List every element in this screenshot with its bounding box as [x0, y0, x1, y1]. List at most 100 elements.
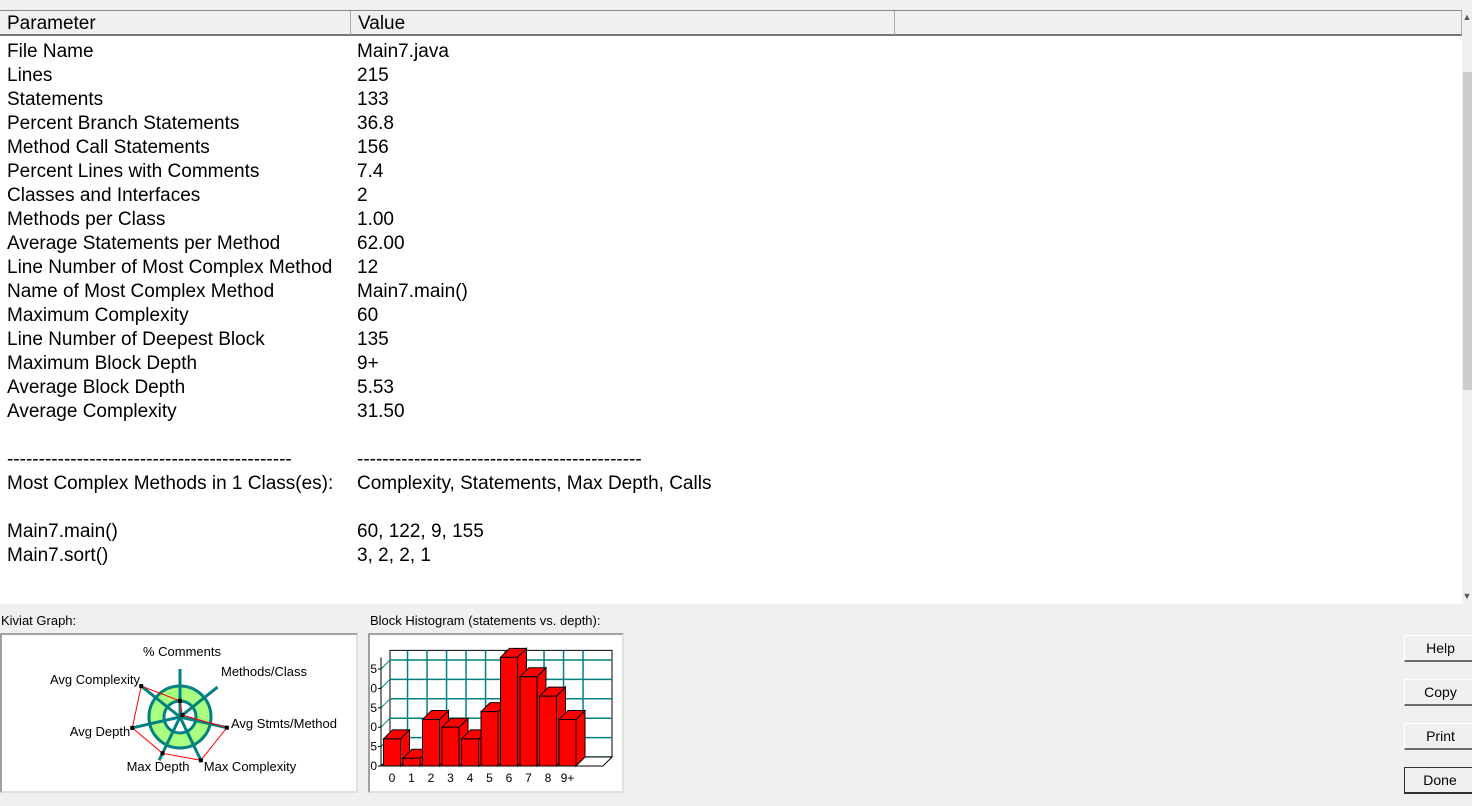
histogram-xtick-label: 2 — [428, 771, 435, 785]
histogram-xtick-label: 5 — [486, 771, 493, 785]
parameter-cell: ----------------------------------------… — [7, 449, 292, 470]
kiviat-point — [198, 758, 203, 763]
parameter-cell: Methods per Class — [7, 209, 166, 230]
column-header-parameter[interactable]: Parameter — [0, 11, 351, 36]
kiviat-label: Kiviat Graph: — [1, 613, 77, 628]
value-cell: 135 — [357, 329, 389, 350]
vertical-scrollbar[interactable]: ▲ ▼ — [1462, 10, 1472, 603]
histogram-ytick-label: 20 — [370, 681, 377, 695]
histogram-xtick-label: 0 — [389, 771, 396, 785]
parameter-cell: Main7.main() — [7, 521, 118, 542]
histogram-ytick-label: 10 — [370, 720, 377, 734]
kiviat-point — [224, 725, 229, 730]
histogram-panel: 05101520250123456789+ — [368, 633, 624, 793]
kiviat-axis-label: Avg Stmts/Method — [231, 716, 337, 731]
parameter-cell: Average Complexity — [7, 401, 177, 422]
metrics-list[interactable]: Parameter Value File Name Main7.java Lines… — [0, 10, 1462, 604]
value-cell: 1.00 — [357, 209, 394, 230]
parameter-cell: Average Block Depth — [7, 377, 186, 398]
block-histogram: 05101520250123456789+ — [370, 647, 614, 785]
parameter-cell: Line Number of Deepest Block — [7, 329, 265, 350]
column-header-value[interactable]: Value — [351, 11, 895, 36]
value-cell: 7.4 — [357, 161, 384, 182]
kiviat-axis-label: % Comments — [143, 644, 222, 659]
parameter-cell: Most Complex Methods in 1 Class(es): — [7, 473, 334, 494]
histogram-bar — [480, 711, 499, 767]
parameter-cell: Average Statements per Method — [7, 233, 281, 254]
value-cell: 36.8 — [357, 113, 394, 134]
histogram-bar — [539, 695, 557, 767]
kiviat-spoke — [179, 685, 219, 719]
kiviat-spoke — [132, 715, 181, 730]
kiviat-spoke — [178, 716, 203, 761]
value-cell: 3, 2, 2, 1 — [357, 545, 431, 566]
kiviat-point — [130, 725, 135, 730]
done-button[interactable]: Done — [1404, 767, 1472, 794]
parameter-cell: Lines — [7, 65, 53, 86]
histogram-xtick-label: 3 — [447, 771, 454, 785]
histogram-bar — [383, 738, 401, 767]
parameter-cell: Classes and Interfaces — [7, 185, 201, 206]
kiviat-point — [180, 713, 185, 718]
histogram-gridline-side — [380, 717, 391, 728]
value-cell: 2 — [357, 185, 368, 206]
histogram-xtick-label: 6 — [506, 771, 513, 785]
value-cell: 60 — [357, 305, 379, 326]
histogram-bar — [441, 726, 460, 767]
histogram-gridline-side — [380, 679, 391, 689]
value-cell: 62.00 — [357, 233, 405, 254]
kiviat-axis-label: Max Complexity — [204, 759, 297, 774]
value-cell: 5.53 — [357, 377, 394, 398]
value-cell: 215 — [357, 65, 389, 86]
parameter-cell: Line Number of Most Complex Method — [7, 257, 333, 278]
kiviat-spoke — [141, 685, 181, 719]
copy-button[interactable]: Copy — [1404, 679, 1472, 706]
parameter-cell: Name of Most Complex Method — [7, 281, 275, 302]
parameter-cell: Method Call Statements — [7, 137, 210, 158]
histogram-ytick-label: 15 — [370, 701, 377, 715]
histogram-xtick-label: 1 — [408, 771, 415, 785]
parameter-cell: Statements — [7, 89, 104, 110]
kiviat-axis-label: Methods/Class — [221, 664, 307, 679]
parameter-cell: Main7.sort() — [7, 545, 109, 566]
value-cell: ----------------------------------------… — [357, 449, 642, 470]
value-cell: 60, 122, 9, 155 — [357, 521, 484, 542]
histogram-xtick-label: 4 — [467, 771, 474, 785]
histogram-ytick-label: 5 — [370, 740, 377, 754]
value-cell: 9+ — [357, 353, 379, 374]
value-cell: 156 — [357, 137, 389, 158]
value-cell: 12 — [357, 257, 379, 278]
kiviat-point — [178, 698, 182, 703]
histogram-bar — [519, 676, 538, 767]
parameter-cell: File Name — [7, 41, 94, 62]
kiviat-axis-label: Avg Depth — [70, 724, 130, 739]
kiviat-value-polygon — [131, 685, 228, 761]
value-cell: Complexity, Statements, Max Depth, Calls — [357, 473, 712, 494]
parameter-cell: Maximum Complexity — [7, 305, 189, 326]
histogram-bar — [558, 718, 577, 767]
histogram-xtick-label: 7 — [525, 771, 532, 785]
histogram-bar — [422, 718, 440, 767]
help-button[interactable]: Help — [1404, 635, 1472, 662]
histogram-bar — [461, 738, 479, 767]
histogram-bar — [402, 757, 421, 767]
histogram-gridline-side — [380, 659, 391, 670]
kiviat-point — [139, 684, 144, 689]
histogram-xtick-label: 9+ — [561, 771, 575, 785]
kiviat-graph-panel: % Comments Methods/Class Avg Stmts/Method M… — [0, 633, 358, 793]
kiviat-axis-label: Avg Complexity — [50, 672, 141, 687]
histogram-title: Block Histogram (statements vs. depth): — [370, 613, 601, 628]
column-header-empty — [895, 11, 1462, 36]
value-cell: 133 — [357, 89, 389, 110]
histogram-ytick-label: 0 — [370, 759, 377, 773]
print-button[interactable]: Print — [1404, 723, 1472, 750]
histogram-gridline-side — [380, 698, 391, 709]
scrollbar-thumb[interactable] — [1463, 72, 1472, 390]
scroll-down-arrow-icon[interactable]: ▼ — [1462, 591, 1472, 601]
parameter-cell: Percent Branch Statements — [7, 113, 240, 134]
scroll-up-arrow-icon[interactable]: ▲ — [1462, 12, 1472, 22]
histogram-ytick-label: 25 — [370, 662, 377, 676]
parameter-cell: Maximum Block Depth — [7, 353, 198, 374]
histogram-xtick-label: 8 — [545, 771, 552, 785]
kiviat-point — [160, 751, 165, 756]
